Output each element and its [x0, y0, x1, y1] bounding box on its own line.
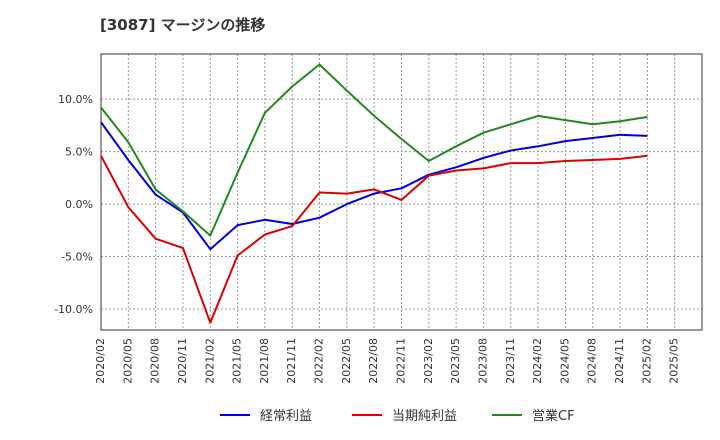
y-tick-label: -10.0% [54, 303, 93, 316]
x-tick-label: 2022/02 [313, 338, 326, 384]
legend-label: 営業CF [532, 408, 575, 424]
x-tick-label: 2022/05 [340, 338, 353, 384]
x-tick-label: 2021/08 [258, 338, 271, 384]
x-tick-label: 2021/05 [231, 338, 244, 384]
x-tick-label: 2022/08 [367, 338, 380, 384]
x-tick-label: 2024/11 [613, 338, 626, 384]
x-tick-label: 2025/02 [640, 338, 653, 384]
x-tick-label: 2025/05 [668, 338, 681, 384]
x-tick-label: 2023/05 [449, 338, 462, 384]
x-tick-label: 2020/08 [149, 338, 162, 384]
y-tick-label: 0.0% [65, 198, 93, 211]
x-tick-label: 2022/11 [395, 338, 408, 384]
x-tick-label: 2021/02 [203, 338, 216, 384]
series-line-1 [100, 121, 648, 251]
y-axis: 10.0% 5.0% 0.0% -5.0% -10.0% [54, 93, 93, 316]
series-lines [100, 63, 648, 324]
y-tick-label: -5.0% [61, 251, 93, 264]
series-line-2 [100, 154, 648, 324]
legend: 経常利益 当期純利益 営業CF [220, 408, 575, 424]
x-tick-label: 2023/02 [422, 338, 435, 384]
legend-label: 経常利益 [260, 409, 312, 424]
x-tick-label: 2023/08 [476, 338, 489, 384]
x-tick-label: 2024/08 [586, 338, 599, 384]
y-tick-label: 10.0% [58, 93, 93, 106]
legend-label: 当期純利益 [392, 409, 457, 424]
series-line-3 [100, 63, 648, 237]
grid [101, 54, 702, 330]
x-tick-label: 2023/11 [504, 338, 517, 384]
y-tick-label: 5.0% [65, 146, 93, 159]
x-tick-label: 2020/02 [94, 338, 107, 384]
chart-title: [3087] マージンの推移 [100, 16, 265, 34]
x-tick-label: 2021/11 [285, 338, 298, 384]
x-tick-label: 2024/05 [558, 338, 571, 384]
x-axis: 2020/02 2020/05 2020/08 2020/11 2021/02 2021/… [94, 338, 681, 384]
plot-frame [100, 53, 703, 331]
x-tick-label: 2024/02 [531, 338, 544, 384]
x-tick-label: 2020/11 [176, 338, 189, 384]
x-tick-label: 2020/05 [121, 338, 134, 384]
